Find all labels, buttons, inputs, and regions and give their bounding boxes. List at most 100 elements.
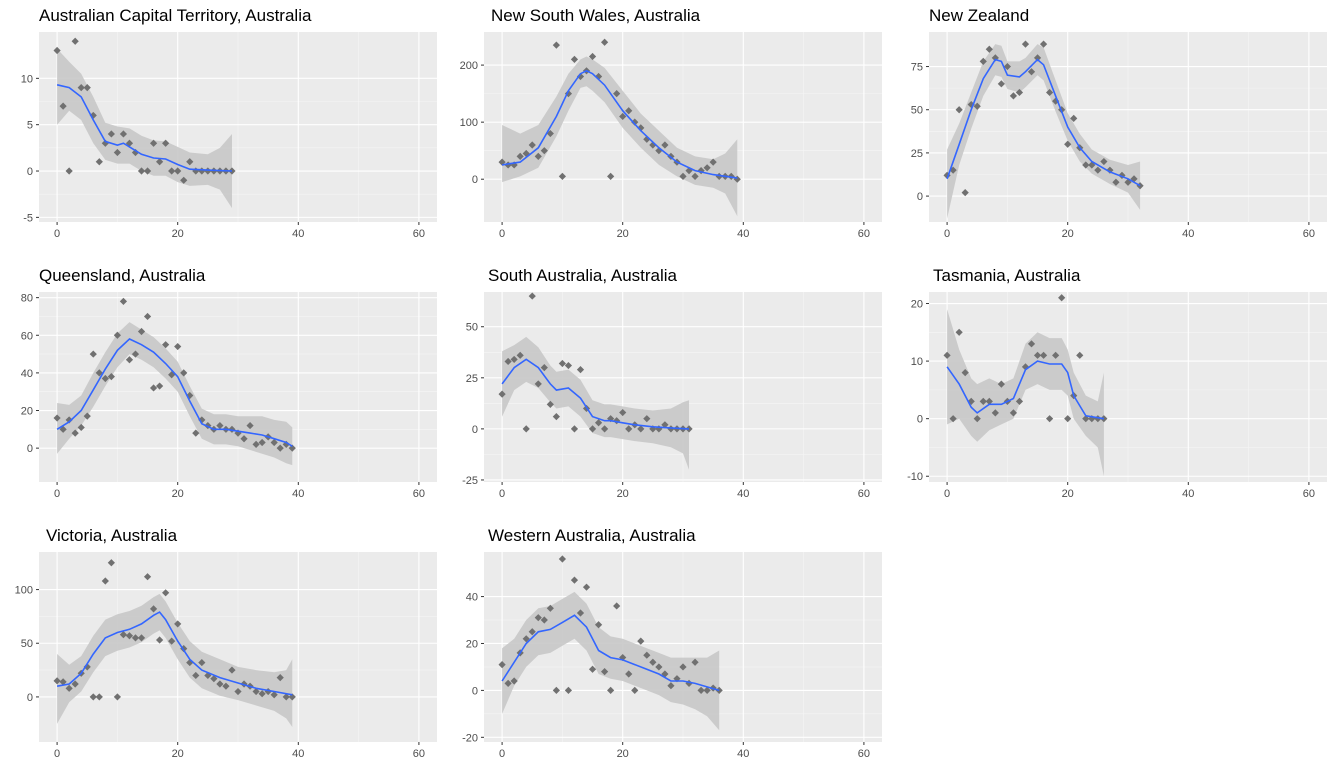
data-point <box>1009 92 1018 100</box>
data-point <box>1112 178 1120 186</box>
y-tick-label: 25 <box>911 148 923 160</box>
data-point <box>961 189 969 197</box>
y-tick-label: -25 <box>462 475 478 487</box>
data-point <box>71 37 79 45</box>
data-point <box>228 425 236 433</box>
axes: 0 20 40 60 -20 0 20 40 <box>462 592 870 760</box>
facet-panel-australian-capital-territory: Australian Capital Territory, Australia … <box>0 0 445 258</box>
smooth-line <box>56 338 293 447</box>
data-point <box>1033 54 1042 62</box>
y-tick-label: 100 <box>460 117 478 129</box>
y-tick-label: 60 <box>21 330 33 342</box>
data-point <box>1094 166 1102 174</box>
x-tick-label: 20 <box>1062 228 1074 240</box>
data-point <box>143 573 152 581</box>
facet-panel-victoria: Victoria, Australia 0 20 40 60 0 50 100 <box>0 520 445 778</box>
data-point <box>258 690 266 698</box>
confidence-ribbon <box>502 56 738 217</box>
data-point <box>228 666 236 674</box>
data-point <box>186 391 194 400</box>
data-point <box>1021 40 1030 48</box>
y-tick-label: 80 <box>21 293 33 305</box>
smooth-line <box>946 58 1141 187</box>
data-point <box>276 444 284 452</box>
data-point <box>528 141 536 149</box>
facet-panel-new-zealand: New Zealand 0 20 40 60 0 25 50 75 <box>890 0 1335 258</box>
axes: 0 20 40 60 -25 0 25 50 <box>462 322 870 500</box>
data-point <box>588 52 597 61</box>
data-point <box>113 148 121 157</box>
x-tick-label: 40 <box>292 748 304 760</box>
x-tick-label: 20 <box>617 228 629 240</box>
y-tick-label: 20 <box>466 638 478 650</box>
data-point <box>186 158 194 166</box>
smooth-line <box>501 358 690 430</box>
confidence-ribbon <box>502 336 689 470</box>
data-point <box>564 90 573 98</box>
panel-title: Western Australia, Australia <box>488 526 696 545</box>
plot-svg: 0 20 40 60 0 100 200 <box>460 32 882 240</box>
data-point <box>997 80 1005 88</box>
data-point <box>504 357 512 366</box>
x-tick-label: 40 <box>737 488 749 500</box>
y-tick-label: 0 <box>917 414 923 426</box>
y-tick-label: 0 <box>27 166 33 178</box>
confidence-ribbon <box>57 593 293 727</box>
data-point <box>276 673 284 682</box>
data-point <box>53 414 61 422</box>
plot-svg: 0 20 40 60 0 50 100 <box>15 552 437 760</box>
data-point <box>576 72 585 81</box>
data-point <box>77 84 85 92</box>
smooth-line <box>56 84 233 172</box>
data-point <box>65 416 73 424</box>
data-point <box>973 102 981 110</box>
y-tick-label: -10 <box>907 471 923 483</box>
y-tick-label: 10 <box>21 73 33 85</box>
data-point <box>174 620 182 628</box>
y-tick-label: 20 <box>21 406 33 418</box>
data-point <box>270 691 278 699</box>
minor-gridlines <box>39 552 437 742</box>
facet-panel-new-south-wales: New South Wales, Australia 0 20 40 60 0 100 20… <box>445 0 890 258</box>
data-point <box>77 423 85 432</box>
y-tick-label: 100 <box>15 585 33 597</box>
x-tick-label: 40 <box>1182 488 1194 500</box>
x-tick-label: 20 <box>172 748 184 760</box>
major-gridlines <box>39 292 437 482</box>
data-point <box>137 167 146 175</box>
x-tick-label: 60 <box>1303 488 1315 500</box>
y-tick-label: 0 <box>917 191 923 203</box>
data-point <box>552 41 560 49</box>
y-tick-label: -20 <box>462 732 478 744</box>
panel-title: New Zealand <box>929 6 1030 25</box>
y-tick-label: 50 <box>466 322 478 334</box>
axes: 0 20 40 60 0 50 100 <box>15 585 425 760</box>
x-tick-label: 60 <box>413 748 425 760</box>
panel-title: South Australia, Australia <box>488 266 678 285</box>
x-tick-label: 0 <box>944 488 950 500</box>
data-point <box>1088 161 1096 169</box>
x-tick-label: 20 <box>172 488 184 500</box>
data-point <box>631 118 639 126</box>
facet-panel-western-australia: Western Australia, Australia 0 20 40 60 -20 0… <box>445 520 890 778</box>
data-point <box>180 176 188 184</box>
data-point <box>552 413 560 421</box>
panel-title: Australian Capital Territory, Australia <box>39 6 312 25</box>
data-point <box>53 46 61 55</box>
data-point <box>643 135 651 143</box>
data-point <box>198 416 206 424</box>
data-point <box>1100 157 1108 166</box>
data-point <box>1039 351 1048 359</box>
data-point <box>715 172 723 180</box>
y-tick-label: 50 <box>911 105 923 117</box>
smooth-line <box>56 611 293 696</box>
data-point <box>504 679 512 687</box>
y-tick-label: -5 <box>23 212 33 224</box>
data-point <box>703 164 711 172</box>
data-point <box>162 139 170 147</box>
data-point <box>125 632 134 640</box>
y-tick-label: 0 <box>27 692 33 704</box>
x-tick-label: 40 <box>737 228 749 240</box>
x-tick-label: 60 <box>858 228 870 240</box>
data-point <box>143 167 152 175</box>
